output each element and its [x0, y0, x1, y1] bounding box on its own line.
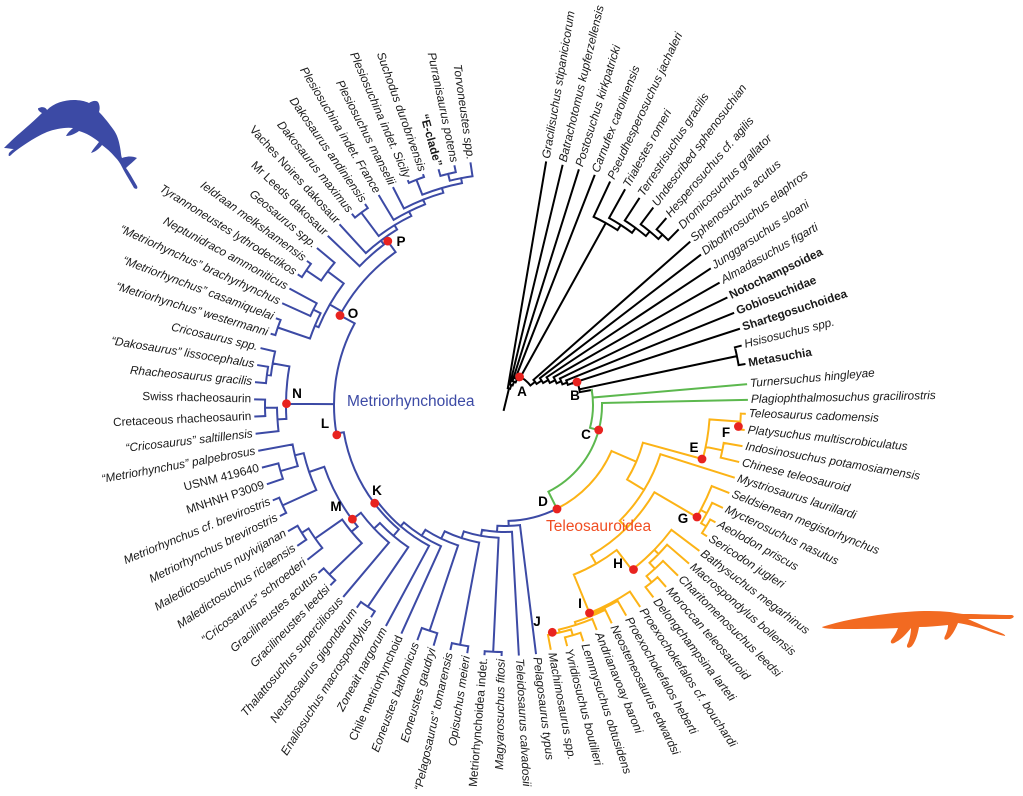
svg-text:I: I: [578, 596, 582, 611]
svg-text:Metriorhynchoidea: Metriorhynchoidea: [347, 393, 475, 410]
svg-text:B: B: [570, 388, 580, 403]
svg-text:K: K: [372, 483, 382, 498]
svg-text:L: L: [321, 416, 329, 431]
svg-text:F: F: [722, 425, 730, 440]
svg-text:Cretaceous rhacheosaurin: Cretaceous rhacheosaurin: [113, 409, 252, 429]
svg-text:C: C: [581, 427, 591, 442]
svg-text:N: N: [292, 386, 302, 401]
svg-text:Teleosauroidea: Teleosauroidea: [546, 518, 652, 535]
svg-text:O: O: [348, 306, 359, 321]
svg-text:D: D: [538, 494, 548, 509]
svg-text:J: J: [533, 614, 541, 629]
svg-text:Swiss rhacheosaurin: Swiss rhacheosaurin: [142, 389, 251, 405]
svg-text:P: P: [396, 234, 405, 249]
svg-text:A: A: [517, 384, 527, 399]
svg-text:G: G: [678, 511, 689, 526]
svg-text:Teleosaurus cadomensis: Teleosaurus cadomensis: [749, 406, 880, 425]
svg-text:Magyarosuchus fitosi: Magyarosuchus fitosi: [492, 659, 508, 770]
svg-text:Plagiophthalmosuchus graciliro: Plagiophthalmosuchus gracilirostris: [751, 388, 936, 406]
svg-text:M: M: [330, 499, 341, 514]
svg-text:E: E: [689, 440, 698, 455]
svg-text:H: H: [613, 556, 623, 571]
